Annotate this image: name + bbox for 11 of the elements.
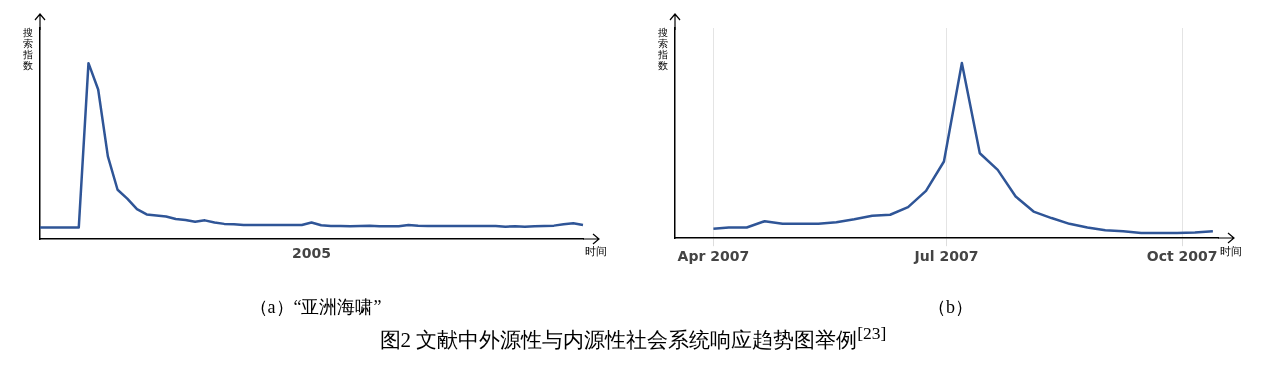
x-axis-title: 时间 xyxy=(1220,244,1242,258)
text: 2005 xyxy=(292,244,331,261)
y-axis-title: 搜索指数 xyxy=(657,26,668,71)
caption: 图2 文献中外源性与内源性社会系统响应趋势图举例$^{[23]}$ xyxy=(378,323,888,354)
x-tick-label: Jul 2007 xyxy=(913,248,979,265)
x-tick-label: Oct 2007 xyxy=(1146,248,1218,265)
x-axis-title: 时间 xyxy=(585,245,607,259)
text: （b） xyxy=(927,296,974,319)
x-tick-label: Apr 2007 xyxy=(677,248,750,265)
y-axis-title: 搜索指数 xyxy=(22,26,33,71)
text: （a）“亚洲海啸” xyxy=(248,296,383,319)
